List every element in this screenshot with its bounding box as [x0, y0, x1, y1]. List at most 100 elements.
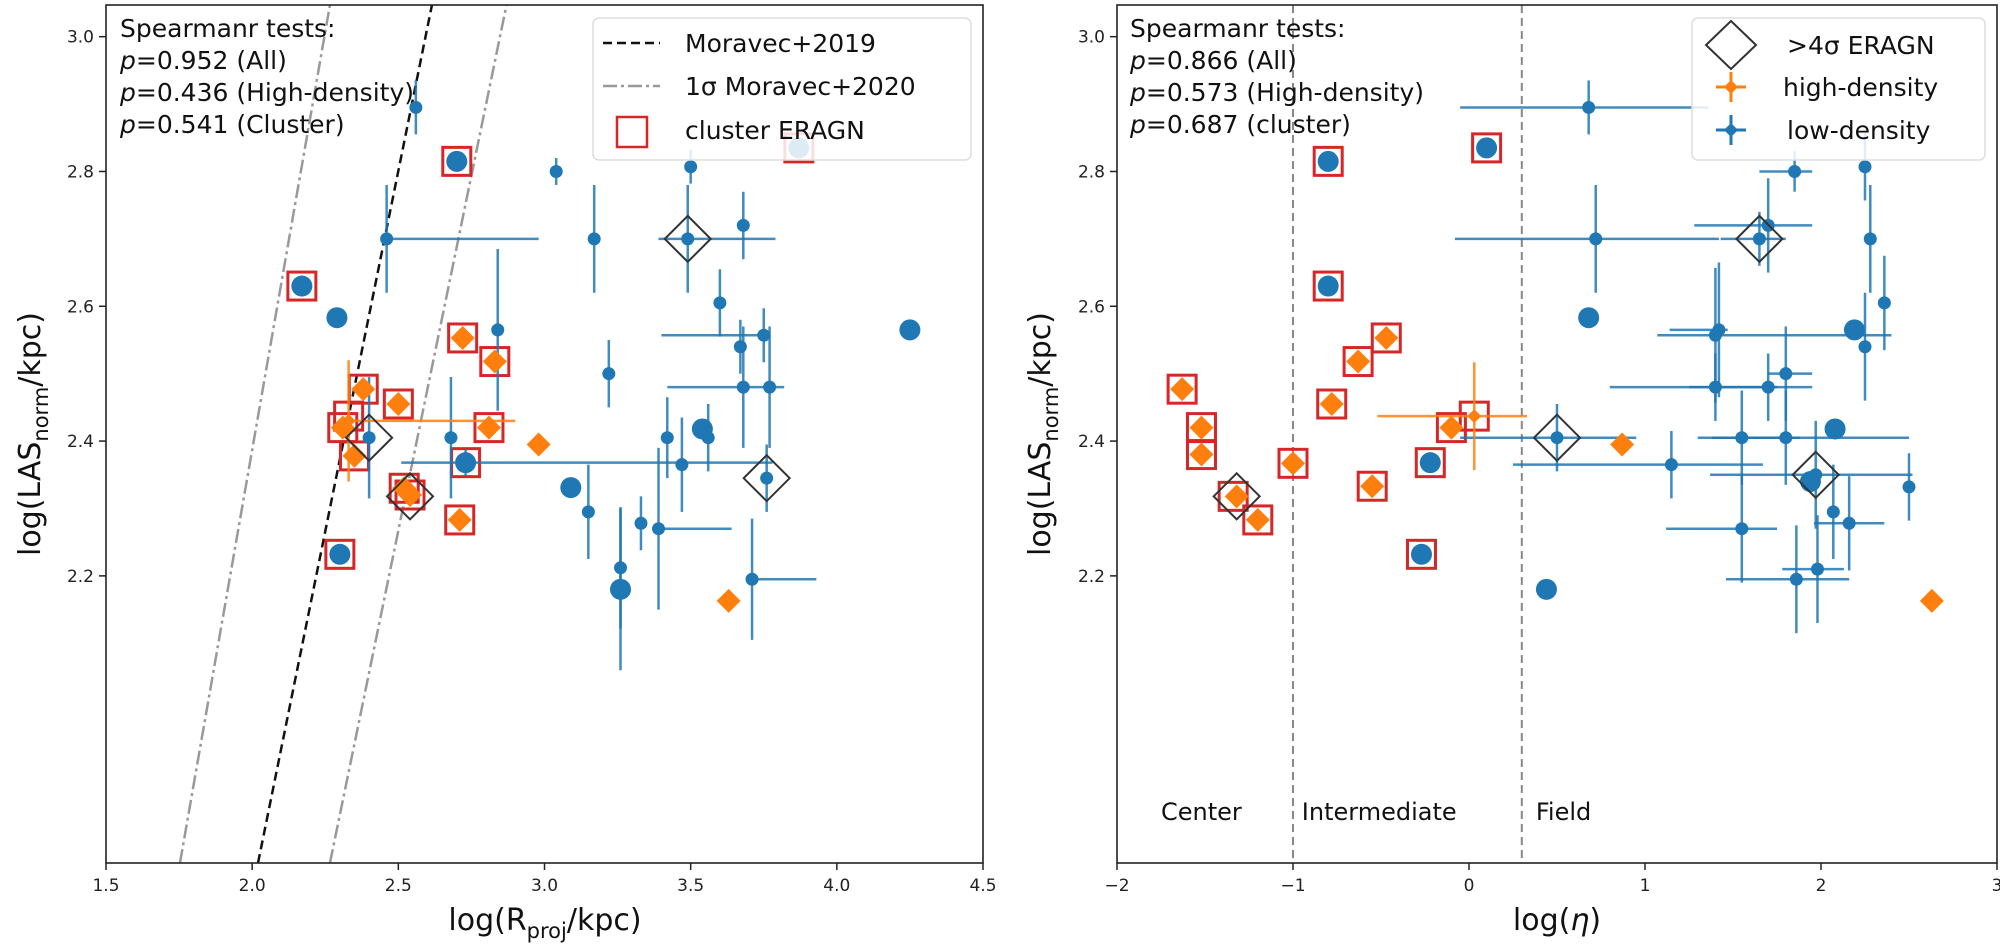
low-density-point	[760, 471, 774, 485]
high-density-point	[526, 432, 551, 457]
low-density-point	[1779, 367, 1793, 381]
cluster-eragn-square	[1414, 447, 1446, 479]
left-legend-box	[592, 17, 972, 161]
low-density-point	[652, 522, 666, 536]
low-density-point	[1810, 562, 1824, 576]
eragn-4sigma-diamond	[742, 453, 792, 503]
cluster-eragn-square	[1471, 132, 1503, 164]
high-density-point	[1189, 415, 1214, 440]
right-region-labels: Center Intermediate Field	[1161, 798, 1591, 826]
low-density-point	[1761, 380, 1775, 394]
right-legend-box	[1691, 17, 1986, 161]
legend-diamond-icon	[1704, 19, 1758, 71]
low-density-point	[362, 431, 376, 445]
low-density-point	[491, 323, 505, 337]
low-density-point	[1550, 431, 1564, 445]
cluster-eragn-square	[1312, 270, 1344, 302]
cluster-eragn-square	[1370, 322, 1402, 354]
y-tick-label: 2.4	[1078, 432, 1105, 452]
low-density-large-point	[560, 477, 582, 499]
low-density-point	[1582, 100, 1596, 114]
low-density-point	[745, 572, 759, 586]
y-tick-label: 3.0	[1078, 28, 1105, 48]
low-density-large-point	[291, 275, 313, 297]
right-legend: >4σ ERAGN high-density low-density	[1691, 17, 1986, 161]
left-stats-line-cluster: p=0.541 (Cluster)	[119, 110, 345, 139]
low-density-point	[549, 164, 563, 178]
left-x-ticks: 1.5 2.0 2.5 3.0 3.5 4.0 4.5	[92, 863, 997, 896]
eragn-4sigma-diamond	[385, 471, 435, 521]
low-density-point	[1779, 431, 1793, 445]
legend-low-density-icon	[1716, 115, 1746, 145]
low-density-large-point	[610, 578, 632, 600]
legend-label-4sigma-eragn: >4σ ERAGN	[1787, 31, 1935, 60]
x-tick-label: 1.5	[92, 876, 119, 896]
cluster-eragn-square	[1312, 145, 1344, 177]
right-stats-title: Spearmanr tests:	[1130, 14, 1345, 43]
x-tick-label: 0	[1464, 876, 1475, 896]
right-stats-line-all: p=0.866 (All)	[1129, 46, 1297, 75]
left-stats-line-all: p=0.952 (All)	[119, 46, 287, 75]
right-y-axis-label: log(LASnorm/kpc)	[1023, 312, 1063, 556]
x-tick-label: 4.0	[823, 876, 850, 896]
region-label-center: Center	[1161, 798, 1242, 826]
left-y-ticks: 2.2 2.4 2.6 2.8 3.0	[67, 28, 106, 587]
low-density-point	[1826, 505, 1840, 519]
x-tick-label: 2.0	[239, 876, 266, 896]
high-density-point	[482, 349, 507, 374]
low-density-point	[733, 340, 747, 354]
legend-label-cluster-eragn: cluster ERAGN	[685, 116, 865, 145]
cluster-eragn-square	[1405, 538, 1437, 570]
high-density-point	[450, 325, 475, 350]
high-density-point	[1439, 415, 1464, 440]
left-panel: 1.5 2.0 2.5 3.0 3.5 4.0 4.5 2.2 2.4 2.6 2.8 3.0 lo…	[13, 4, 997, 943]
low-density-point	[1664, 458, 1678, 472]
high-density-point	[1281, 451, 1305, 476]
low-density-point	[1902, 480, 1916, 494]
low-density-large-point	[446, 150, 468, 172]
low-density-large-point	[1410, 543, 1432, 565]
y-tick-label: 2.6	[1078, 297, 1105, 317]
cluster-eragn-square	[447, 322, 479, 354]
cluster-eragn-square	[1356, 470, 1388, 502]
x-tick-label: 2	[1816, 876, 1827, 896]
low-density-point	[1842, 516, 1856, 530]
cluster-eragn-square	[1242, 504, 1274, 536]
high-density-point	[1467, 409, 1482, 424]
y-tick-label: 3.0	[67, 28, 94, 48]
y-tick-label: 2.4	[67, 432, 94, 452]
region-label-field: Field	[1536, 798, 1591, 826]
eragn-4sigma-diamond	[344, 413, 394, 463]
low-density-point	[1708, 328, 1722, 342]
right-panel: −2 −1 0 1 2 3 2.2 2.4 2.6 2.8 3.0 Center Intermedi…	[1023, 4, 2000, 938]
cluster-eragn-square	[1166, 373, 1198, 405]
low-density-large-point	[1317, 150, 1339, 172]
high-density-point	[341, 413, 356, 428]
right-x-ticks: −2 −1 0 1 2 3	[1104, 863, 2000, 896]
left-legend: Moravec+2019 1σ Moravec+2020 cluster ERA…	[592, 17, 972, 161]
low-density-point	[602, 367, 616, 381]
high-density-point	[386, 392, 411, 417]
high-density-point	[1319, 392, 1344, 417]
right-stats-line-high-density: p=0.573 (High-density)	[1129, 78, 1424, 107]
cluster-eragn-square	[444, 504, 476, 536]
high-density-point	[1919, 588, 1944, 613]
low-density-point	[1863, 232, 1877, 246]
eragn-4sigma-diamond	[1212, 471, 1262, 521]
high-density-point	[1374, 325, 1399, 350]
low-density-large-point	[1317, 275, 1339, 297]
low-density-large-point	[899, 319, 921, 341]
high-density-point	[1610, 432, 1635, 457]
left-y-axis-label: log(LASnorm/kpc)	[13, 312, 53, 556]
low-density-point	[675, 458, 689, 472]
legend-red-square-icon	[615, 115, 649, 149]
x-tick-label: 1	[1640, 876, 1651, 896]
high-density-point	[342, 443, 367, 468]
high-density-point	[447, 507, 472, 532]
low-density-large-point	[691, 418, 713, 440]
low-density-point	[763, 380, 777, 394]
cluster-eragn-square	[473, 412, 505, 444]
low-density-point	[1735, 522, 1749, 536]
x-tick-label: 3.5	[677, 876, 704, 896]
low-density-large-point	[1419, 452, 1441, 474]
